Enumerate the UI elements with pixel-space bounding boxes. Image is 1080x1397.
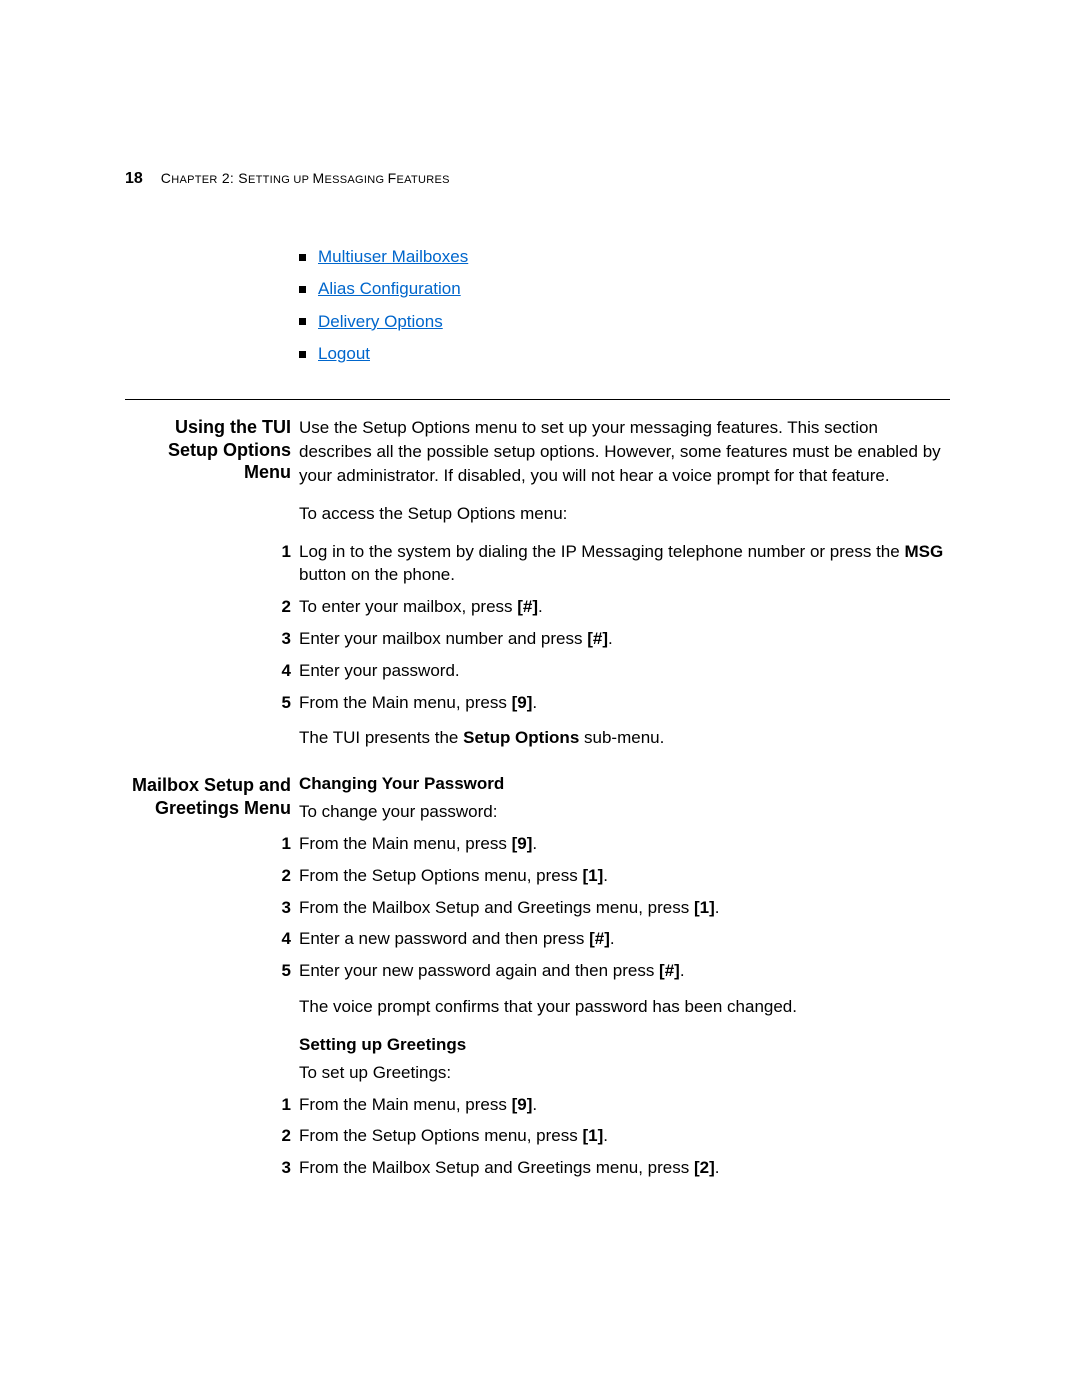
list-item: 2To enter your mailbox, press [#]. — [299, 595, 950, 619]
link-logout[interactable]: Logout — [318, 341, 370, 367]
list-item: Multiuser Mailboxes — [299, 244, 950, 270]
bullet-icon — [299, 286, 306, 293]
bullet-icon — [299, 351, 306, 358]
content-area: Multiuser Mailboxes Alias Configuration … — [299, 244, 950, 1180]
list-item: 2From the Setup Options menu, press [1]. — [299, 864, 950, 888]
link-list: Multiuser Mailboxes Alias Configuration … — [299, 244, 950, 367]
chapter-title: CHAPTER 2: SETTING UP MESSAGING FEATURES — [161, 170, 450, 186]
list-item: 4Enter your password. — [299, 659, 950, 683]
list-item: 1From the Main menu, press [9]. — [299, 1093, 950, 1117]
list-item: Alias Configuration — [299, 276, 950, 302]
tui-intro: Use the Setup Options menu to set up you… — [299, 416, 950, 487]
password-intro: To change your password: — [299, 800, 950, 824]
page-header: 18 CHAPTER 2: SETTING UP MESSAGING FEATU… — [125, 170, 950, 188]
list-item: Delivery Options — [299, 309, 950, 335]
link-alias[interactable]: Alias Configuration — [318, 276, 461, 302]
list-item: 3From the Mailbox Setup and Greetings me… — [299, 896, 950, 920]
list-item: 3Enter your mailbox number and press [#]… — [299, 627, 950, 651]
link-delivery[interactable]: Delivery Options — [318, 309, 443, 335]
password-follow: The voice prompt confirms that your pass… — [299, 995, 950, 1019]
list-item: 5From the Main menu, press [9]. — [299, 691, 950, 715]
link-multiuser[interactable]: Multiuser Mailboxes — [318, 244, 468, 270]
greetings-intro: To set up Greetings: — [299, 1061, 950, 1085]
greetings-steps: 1From the Main menu, press [9]. 2From th… — [299, 1093, 950, 1180]
bullet-icon — [299, 318, 306, 325]
list-item: 3From the Mailbox Setup and Greetings me… — [299, 1156, 950, 1180]
sub-greetings: Setting up Greetings — [299, 1035, 950, 1055]
tui-steps: 1Log in to the system by dialing the IP … — [299, 540, 950, 715]
list-item: 1Log in to the system by dialing the IP … — [299, 540, 950, 588]
page-number: 18 — [125, 170, 143, 188]
tui-follow: The TUI presents the Setup Options sub-m… — [299, 726, 950, 750]
sub-changing-password: Changing Your Password — [299, 774, 950, 794]
list-item: Logout — [299, 341, 950, 367]
list-item: 4Enter a new password and then press [#]… — [299, 927, 950, 951]
list-item: 1From the Main menu, press [9]. — [299, 832, 950, 856]
list-item: 5Enter your new password again and then … — [299, 959, 950, 983]
tui-access: To access the Setup Options menu: — [299, 502, 950, 526]
page-container: 18 CHAPTER 2: SETTING UP MESSAGING FEATU… — [0, 0, 1080, 1264]
section-mailbox: Mailbox Setup and Greetings Menu Changin… — [299, 774, 950, 1180]
section-tui-setup: Using the TUI Setup Options Menu Use the… — [299, 416, 950, 750]
password-steps: 1From the Main menu, press [9]. 2From th… — [299, 832, 950, 983]
divider — [125, 399, 950, 400]
list-item: 2From the Setup Options menu, press [1]. — [299, 1124, 950, 1148]
side-heading-mailbox: Mailbox Setup and Greetings Menu — [125, 774, 291, 819]
side-heading-tui: Using the TUI Setup Options Menu — [125, 416, 291, 484]
bullet-icon — [299, 254, 306, 261]
